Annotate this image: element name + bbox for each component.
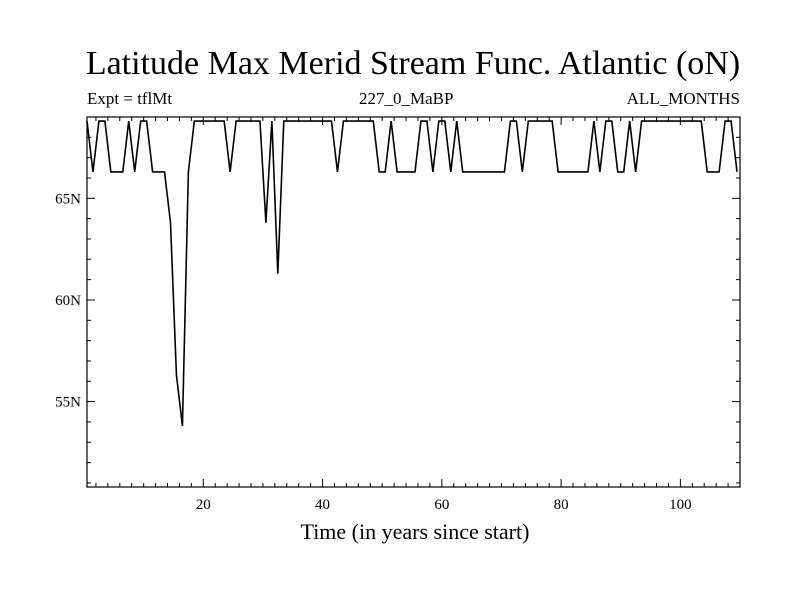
chart-title: Latitude Max Merid Stream Func. Atlantic… (85, 45, 741, 82)
plot-frame (86, 116, 741, 488)
y-tick-label: 65N (55, 191, 81, 207)
y-tick-label: 55N (55, 395, 81, 411)
series-group (86, 120, 738, 427)
x-tick-label: 60 (434, 497, 449, 513)
run-label: 227_0_MaBP (359, 89, 454, 108)
x-tick-label: 80 (554, 497, 569, 513)
x-tick-label: 100 (669, 497, 692, 513)
axes: 20 40 60 80 100 55N 60N 65N (55, 116, 741, 513)
x-tick-label: 40 (315, 497, 330, 513)
series-line (86, 120, 738, 427)
x-tick-label: 20 (196, 497, 211, 513)
y-tick-label: 60N (55, 293, 81, 309)
months-label: ALL_MONTHS (626, 89, 740, 108)
x-axis-label: Time (in years since start) (300, 519, 530, 544)
experiment-label: Expt = tflMt (87, 89, 173, 108)
